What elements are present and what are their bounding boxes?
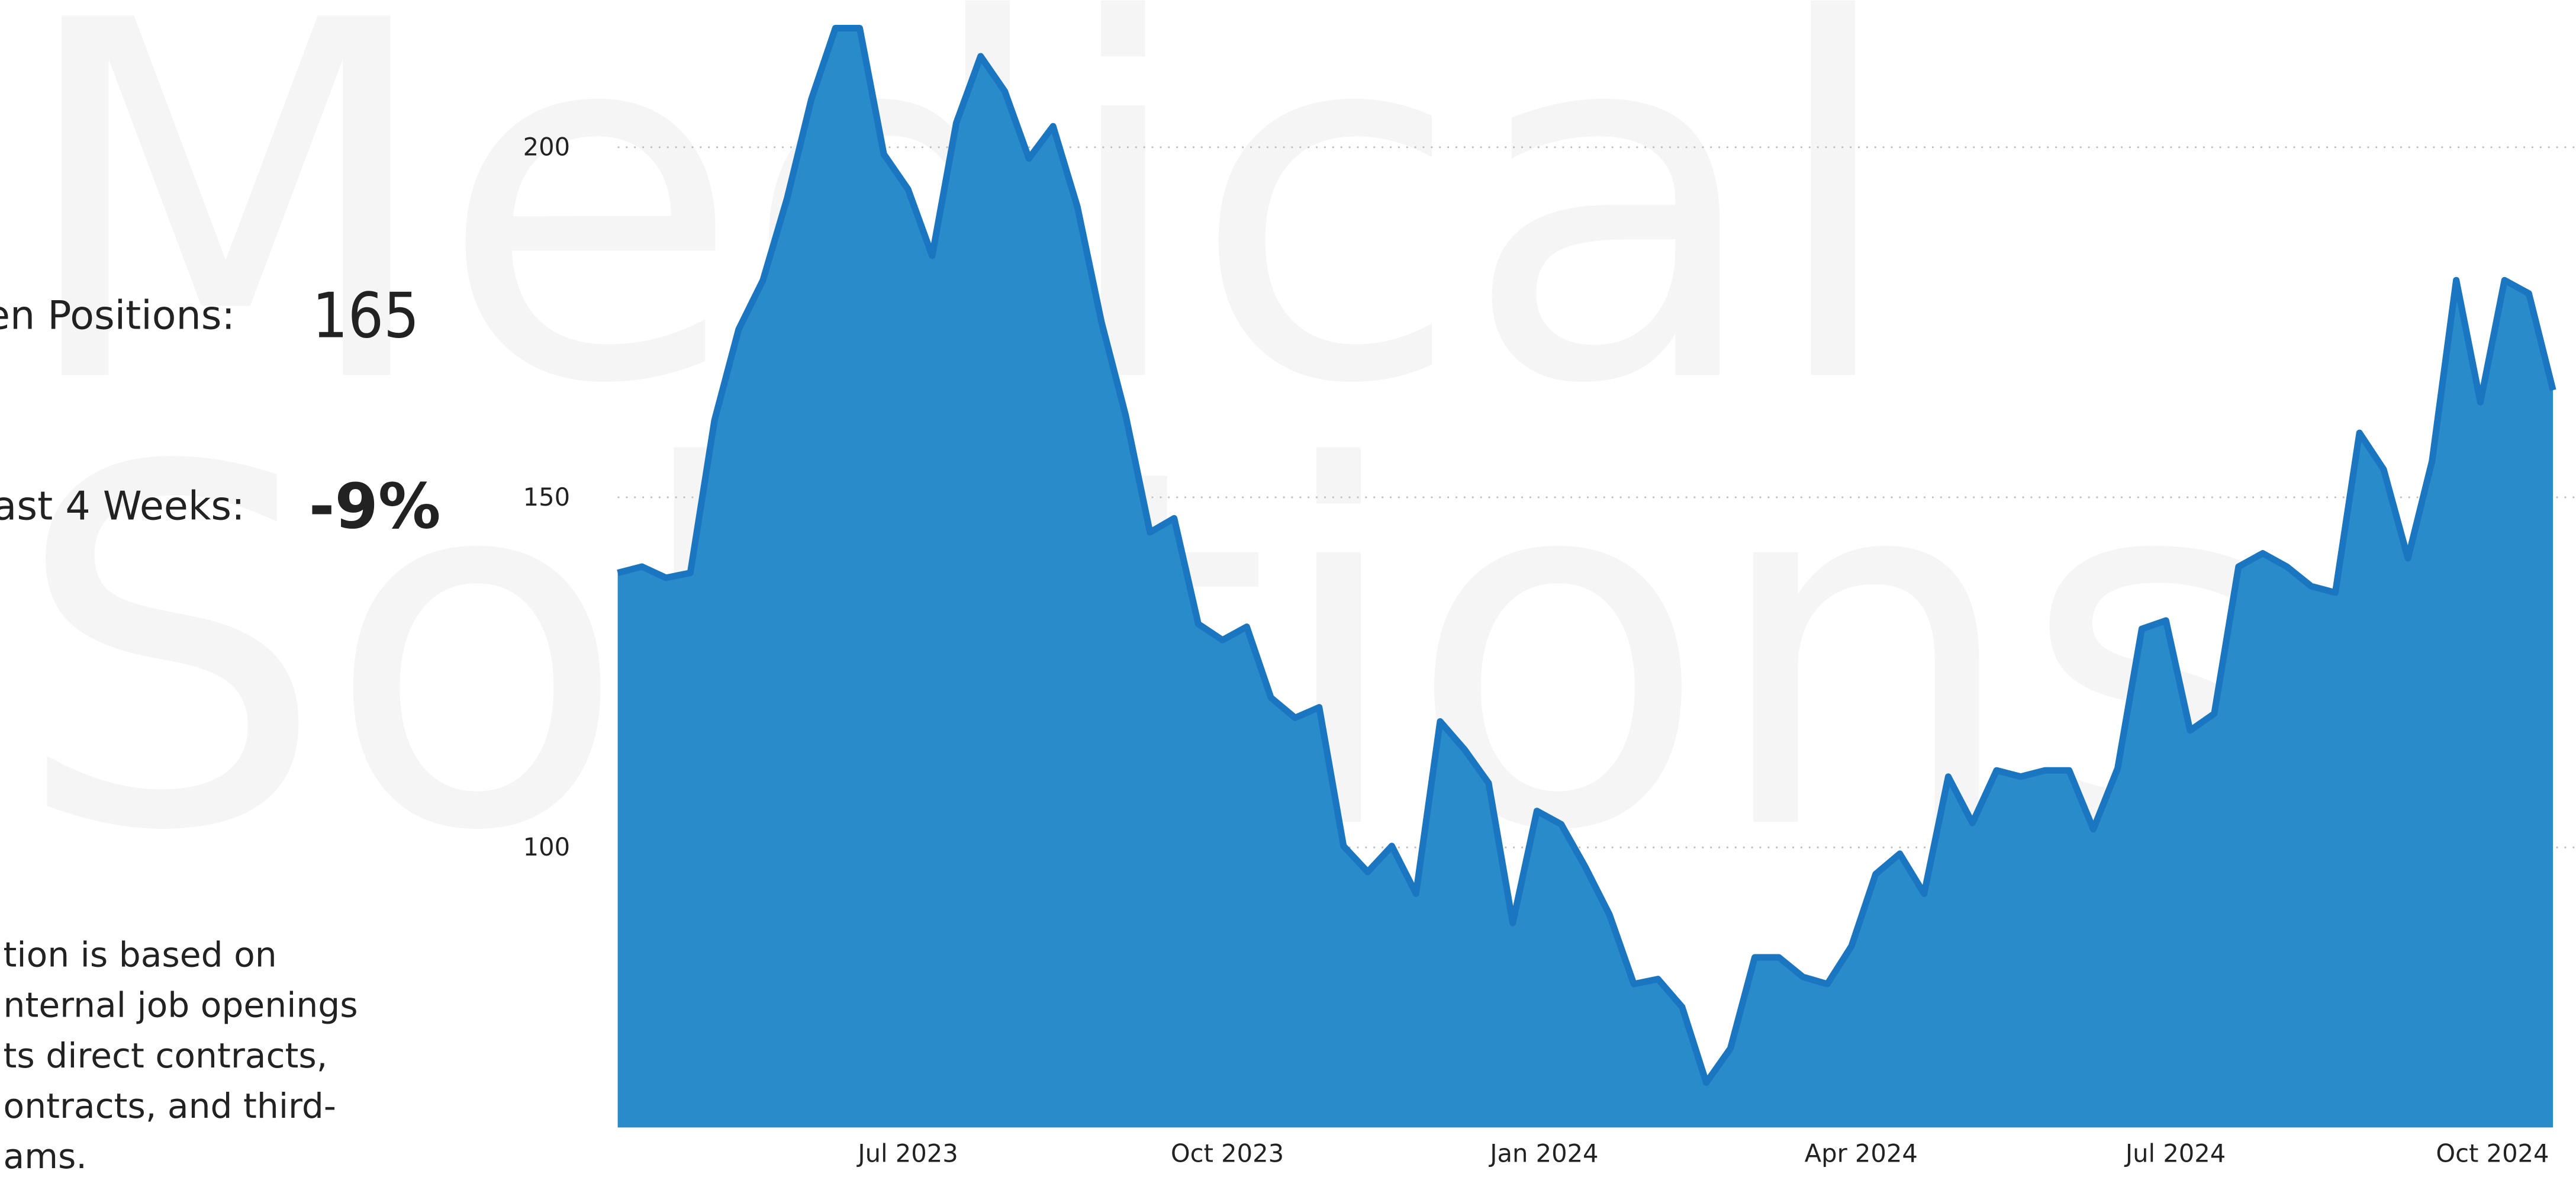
y-tick-label: 150 bbox=[523, 483, 570, 512]
kpi-value: -9% bbox=[309, 469, 441, 542]
note-line: ontracts, and third- bbox=[4, 1086, 336, 1126]
area bbox=[617, 28, 2554, 1128]
kpi-value: 165 bbox=[312, 279, 419, 352]
x-tick-label: Oct 2024 bbox=[2436, 1139, 2549, 1168]
note-line: nternal job openings bbox=[4, 985, 358, 1025]
note-line: ams. bbox=[4, 1136, 87, 1176]
note-line: ts direct contracts, bbox=[4, 1035, 328, 1076]
x-tick-label: Jan 2024 bbox=[1488, 1139, 1598, 1168]
y-tick-label: 100 bbox=[523, 832, 570, 861]
x-tick-label: Oct 2023 bbox=[1171, 1139, 1284, 1168]
kpi-label: en Positions: bbox=[0, 292, 235, 338]
x-tick-label: Jul 2023 bbox=[856, 1139, 958, 1168]
line bbox=[617, 24, 2556, 1086]
note-line: tion is based on bbox=[4, 934, 277, 975]
y-tick-label: 200 bbox=[523, 133, 570, 162]
x-tick-label: Jul 2024 bbox=[2124, 1139, 2226, 1168]
x-tick-label: Apr 2024 bbox=[1805, 1139, 1918, 1168]
kpi-label: ast 4 Weeks: bbox=[0, 483, 245, 529]
